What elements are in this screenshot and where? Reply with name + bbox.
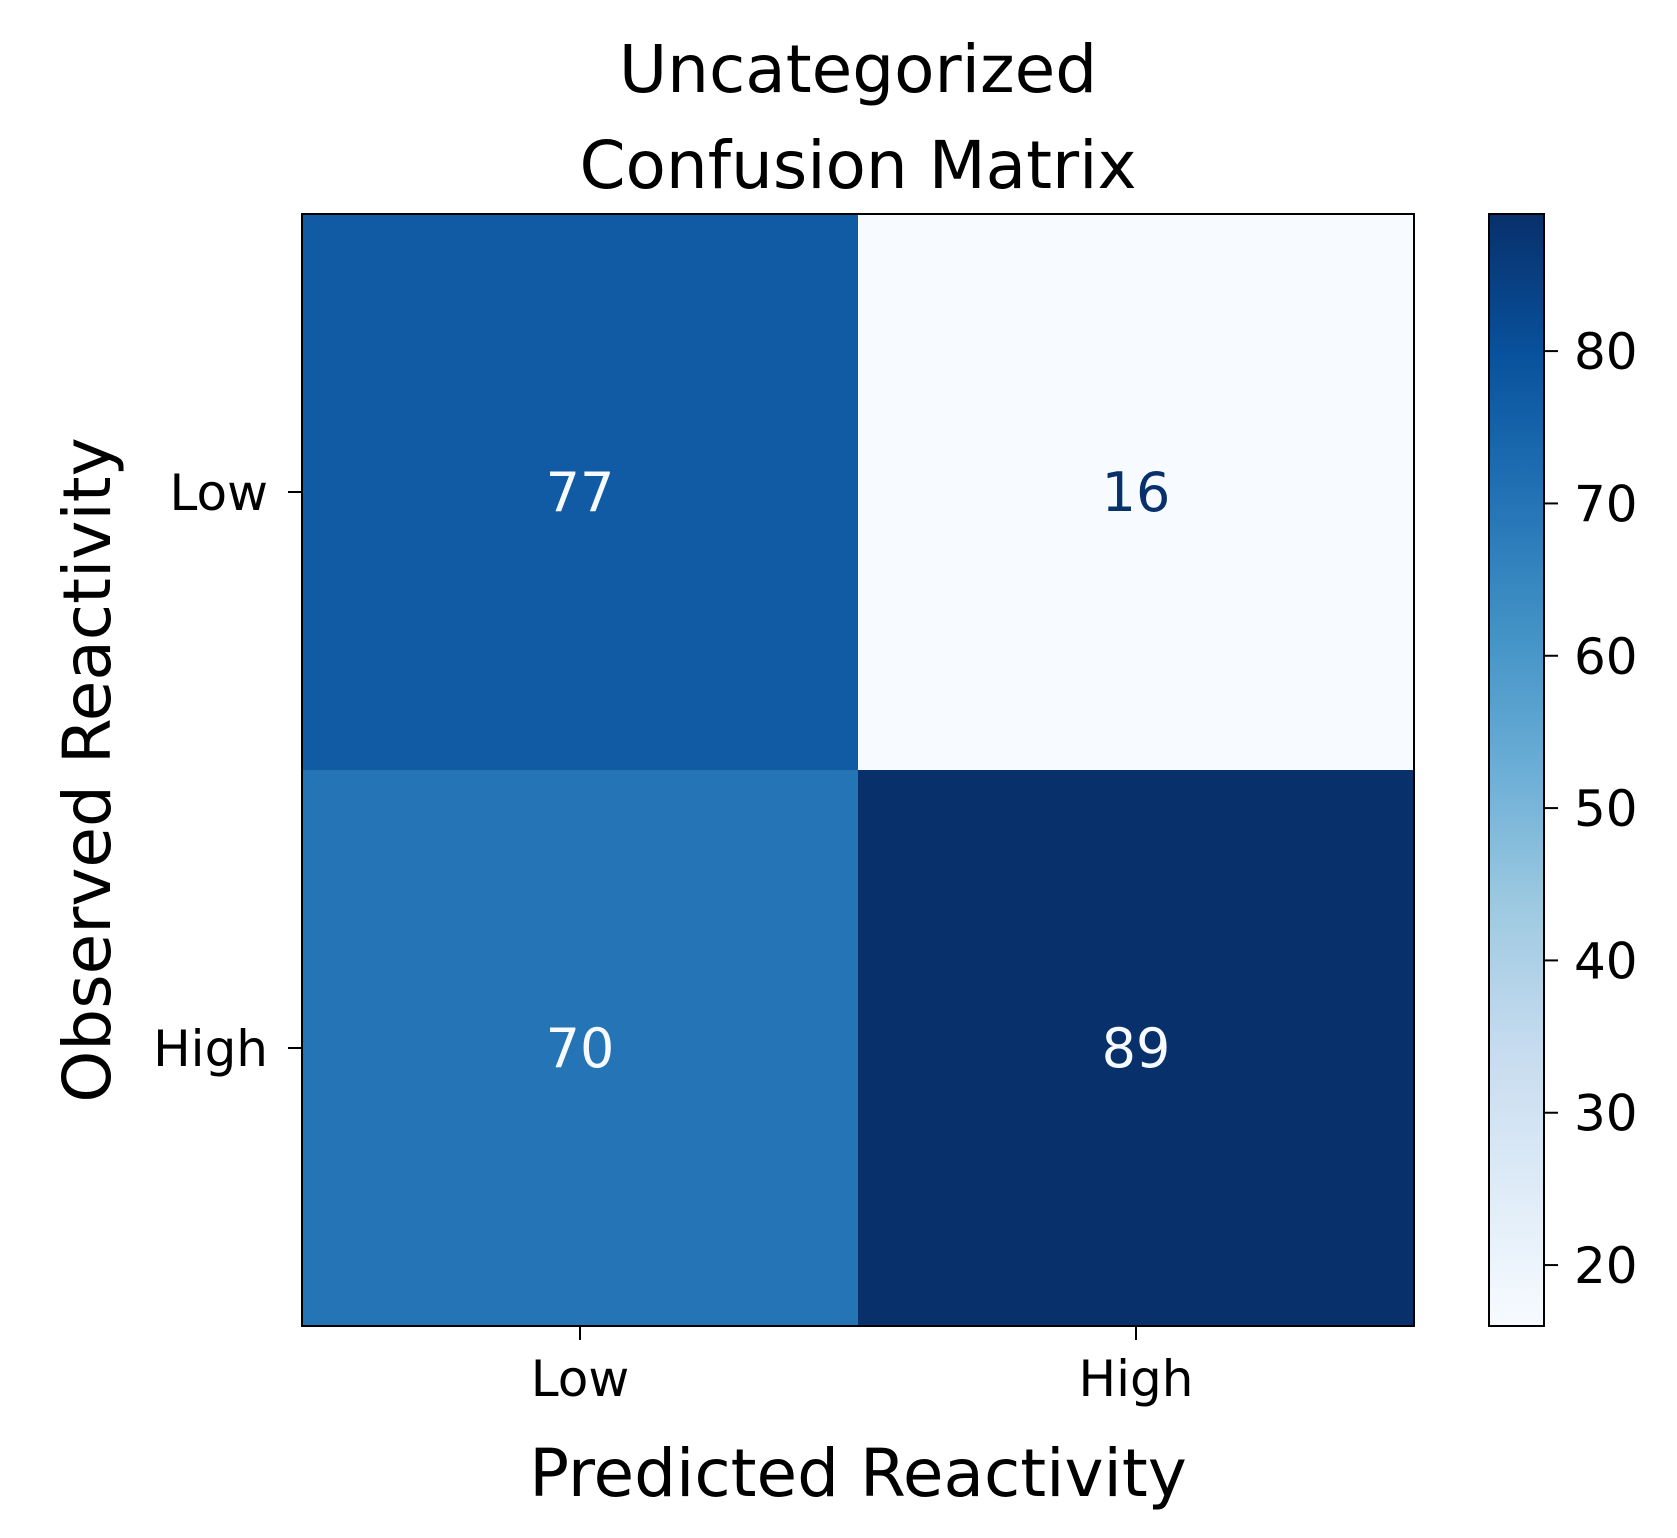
colorbar-ticks: 20 30 40 50 60 70 80 [1544, 323, 1638, 1295]
heatmap-cell [858, 214, 1414, 770]
colorbar-tick-label: 70 [1574, 475, 1638, 533]
heatmap-cell-labels: 77 16 70 89 [546, 461, 1171, 1080]
y-axis-label: Observed Reactivity [49, 437, 126, 1102]
colorbar-tick-label: 20 [1574, 1237, 1638, 1295]
x-tick-label: High [1079, 1350, 1194, 1408]
chart-title: Uncategorized Confusion Matrix [579, 31, 1136, 204]
cell-value-label: 89 [1102, 1017, 1171, 1080]
heatmap-cells [302, 214, 1414, 1326]
colorbar [1488, 213, 1545, 1327]
cell-value-label: 70 [546, 1017, 615, 1080]
colorbar-tick-label: 40 [1574, 932, 1638, 990]
cell-value-label: 16 [1102, 461, 1171, 524]
chart-title-line-2: Confusion Matrix [579, 127, 1136, 204]
y-tick-label: Low [170, 464, 268, 522]
colorbar-tick-label: 80 [1574, 323, 1638, 381]
heatmap-cell [302, 214, 858, 770]
cell-value-label: 77 [546, 461, 615, 524]
chart-title-line-1: Uncategorized [619, 31, 1097, 108]
x-axis: Low High [531, 1326, 1194, 1408]
x-axis-label: Predicted Reactivity [529, 1435, 1187, 1512]
plot-frame [301, 213, 1415, 1327]
colorbar-tick-label: 50 [1574, 780, 1638, 838]
colorbar-tick-label: 60 [1574, 628, 1638, 686]
y-axis: Low High [153, 464, 302, 1078]
colorbar-tick-label: 30 [1574, 1085, 1638, 1143]
x-tick-label: Low [531, 1350, 629, 1408]
y-tick-label: High [153, 1020, 268, 1078]
heatmap-cell [302, 770, 858, 1326]
heatmap-cell [858, 770, 1414, 1326]
